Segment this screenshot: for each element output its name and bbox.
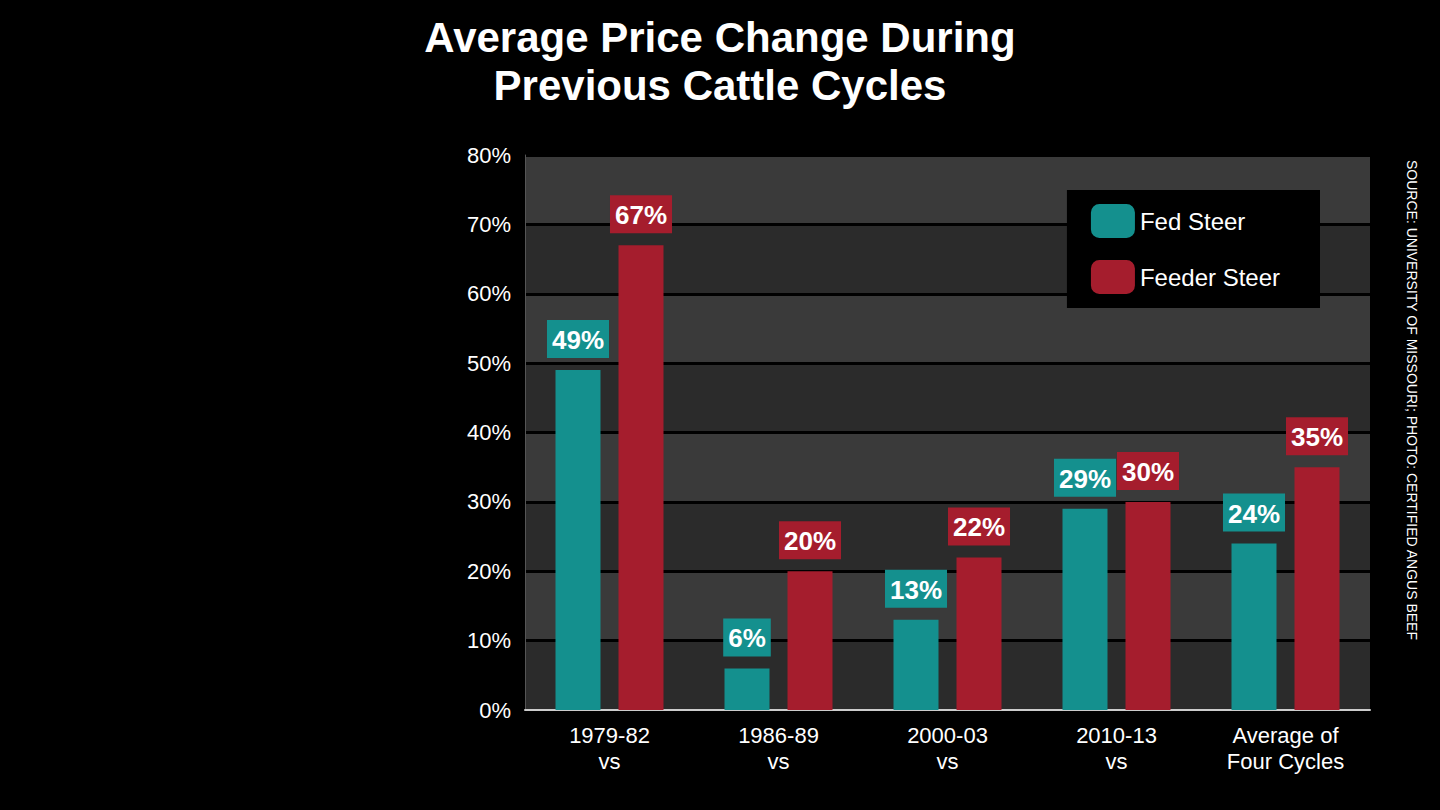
svg-text:Four Cycles: Four Cycles xyxy=(1227,749,1344,774)
svg-text:20%: 20% xyxy=(784,526,836,556)
svg-text:49%: 49% xyxy=(552,325,604,355)
svg-text:Average Price Change During: Average Price Change During xyxy=(424,14,1015,61)
svg-text:SOURCE: UNIVERSITY OF MISSOURI: SOURCE: UNIVERSITY OF MISSOURI; PHOTO: C… xyxy=(1404,160,1420,640)
svg-text:Previous Cattle Cycles: Previous Cattle Cycles xyxy=(494,62,947,109)
svg-text:0%: 0% xyxy=(479,698,511,723)
svg-text:vs: vs xyxy=(1106,749,1128,774)
svg-text:Fed Steer: Fed Steer xyxy=(1140,208,1245,235)
svg-text:2010-13: 2010-13 xyxy=(1076,723,1157,748)
svg-text:22%: 22% xyxy=(953,512,1005,542)
svg-text:Average of: Average of xyxy=(1232,723,1339,748)
svg-text:13%: 13% xyxy=(890,575,942,605)
svg-text:24%: 24% xyxy=(1228,499,1280,529)
svg-text:35%: 35% xyxy=(1291,422,1343,452)
svg-text:1979-82: 1979-82 xyxy=(569,723,650,748)
svg-text:30%: 30% xyxy=(1122,457,1174,487)
svg-text:vs: vs xyxy=(768,749,790,774)
svg-text:70%: 70% xyxy=(467,212,511,237)
svg-text:Feeder Steer: Feeder Steer xyxy=(1140,264,1280,291)
svg-text:29%: 29% xyxy=(1059,464,1111,494)
svg-text:vs: vs xyxy=(937,749,959,774)
svg-text:6%: 6% xyxy=(728,623,766,653)
svg-text:10%: 10% xyxy=(467,628,511,653)
svg-text:1986-89: 1986-89 xyxy=(738,723,819,748)
svg-text:67%: 67% xyxy=(615,200,667,230)
svg-text:vs: vs xyxy=(599,749,621,774)
svg-text:2000-03: 2000-03 xyxy=(907,723,988,748)
svg-text:30%: 30% xyxy=(467,489,511,514)
svg-text:80%: 80% xyxy=(467,143,511,168)
svg-text:50%: 50% xyxy=(467,351,511,376)
svg-text:20%: 20% xyxy=(467,559,511,584)
svg-text:60%: 60% xyxy=(467,281,511,306)
svg-text:40%: 40% xyxy=(467,420,511,445)
